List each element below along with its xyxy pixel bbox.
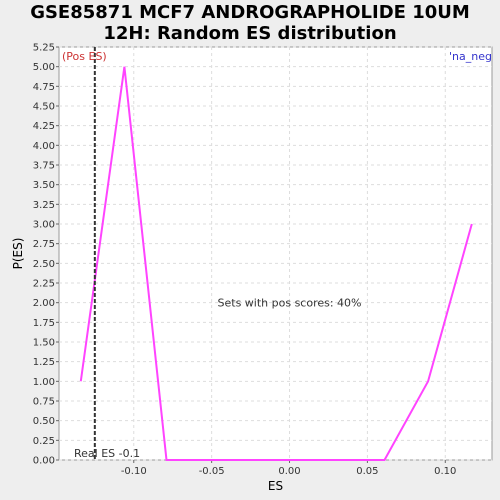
x-tick-label: 0.00	[278, 466, 300, 477]
chart-title: GSE85871 MCF7 ANDROGRAPHOLIDE 10UM 12H: …	[0, 2, 500, 44]
y-tick-label: 4.75	[33, 82, 55, 93]
y-tick-label: 3.00	[33, 220, 55, 231]
real-es-label: Real ES -0.1	[74, 447, 140, 460]
y-tick-label: 3.75	[33, 161, 55, 172]
x-tick-label: -0.05	[199, 466, 225, 477]
x-axis-label: ES	[268, 479, 283, 493]
x-tick-label: -0.10	[121, 466, 147, 477]
y-tick-label: 4.50	[33, 102, 55, 113]
y-tick-label: 3.50	[33, 180, 55, 191]
y-tick-label: 2.75	[33, 239, 55, 250]
y-tick-label: 1.75	[33, 318, 55, 329]
y-tick-label: 2.00	[33, 298, 55, 309]
series-group	[79, 66, 473, 461]
chart-title-line-1: GSE85871 MCF7 ANDROGRAPHOLIDE 10UM	[30, 2, 470, 23]
y-tick-label: 1.50	[33, 338, 55, 349]
es-distribution-line	[79, 66, 473, 461]
y-tick-label: 5.25	[33, 43, 55, 54]
y-tick-label: 4.25	[33, 121, 55, 132]
y-tick-label: 0.50	[33, 416, 55, 427]
y-tick-label: 0.00	[33, 456, 55, 467]
plot-area	[58, 46, 493, 461]
y-tick-label: 2.50	[33, 259, 55, 270]
x-tick-label: 0.10	[434, 466, 456, 477]
y-axis: 0.00 0.25 0.50 0.75 1.00 1.25 1.50 1.75 2.00 2.25…	[33, 43, 59, 467]
sets-pos-label: Sets with pos scores: 40%	[218, 297, 362, 310]
y-tick-label: 4.00	[33, 141, 55, 152]
y-tick-label: 3.25	[33, 200, 55, 211]
y-tick-label: 0.75	[33, 397, 55, 408]
grid-lines	[59, 46, 492, 461]
y-axis-label: P(ES)	[11, 238, 25, 270]
y-tick-label: 0.25	[33, 436, 55, 447]
chart-title-line-2: 12H: Random ES distribution	[103, 23, 397, 44]
x-tick-label: 0.05	[356, 466, 378, 477]
y-tick-label: 5.00	[33, 62, 55, 73]
y-tick-label: 2.25	[33, 279, 55, 290]
x-axis: -0.10 -0.05 0.00 0.05 0.10	[121, 460, 456, 477]
na-neg-label: 'na_neg	[449, 50, 492, 63]
y-tick-label: 1.25	[33, 357, 55, 368]
pos-es-label: (Pos ES)	[62, 50, 107, 63]
y-tick-label: 1.00	[33, 377, 55, 388]
